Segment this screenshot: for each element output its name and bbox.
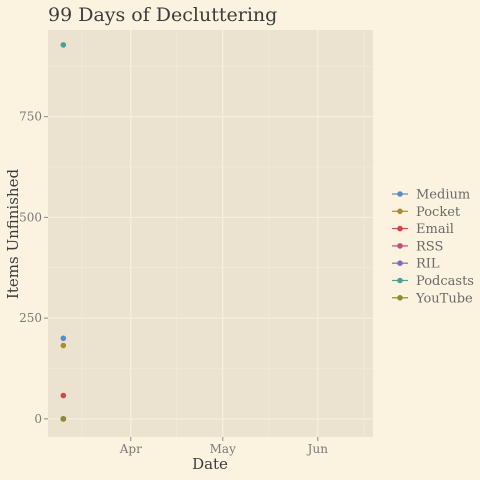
data-point-medium <box>60 335 67 342</box>
legend-item-rss: RSS <box>392 239 443 254</box>
legend-key-point <box>397 208 403 215</box>
y-tick-label: 250 <box>19 311 42 325</box>
x-tick-label: Jun <box>306 442 329 456</box>
legend-label: RSS <box>416 239 443 254</box>
x-tick-label: May <box>210 442 236 456</box>
y-axis-title: Items Unfinished <box>4 169 22 300</box>
grid-minor <box>48 30 373 437</box>
data-point-email <box>60 392 67 399</box>
legend-key-point <box>397 260 403 267</box>
x-axis: Apr May Jun <box>119 437 328 456</box>
y-axis: 0 250 500 750 <box>19 110 48 426</box>
chart-title: 99 Days of Decluttering <box>48 4 277 26</box>
x-tick-label: Apr <box>119 442 142 456</box>
legend-key-point <box>397 243 403 249</box>
legend-label: YouTube <box>415 291 473 306</box>
legend-item-pocket: Pocket <box>392 205 461 220</box>
y-tick-label: 500 <box>19 210 42 224</box>
legend-label: Pocket <box>416 205 461 220</box>
legend-label: RIL <box>416 257 440 272</box>
legend-item-podcasts: Podcasts <box>392 274 474 289</box>
data-point-podcasts <box>60 42 67 48</box>
legend-label: Medium <box>416 188 470 203</box>
y-tick-label: 0 <box>34 412 42 426</box>
legend: Medium Pocket Email RSS RIL Podcasts YouTube <box>392 188 474 306</box>
legend-label: Podcasts <box>416 274 474 289</box>
legend-key-point <box>397 225 403 232</box>
grid-major <box>48 30 373 437</box>
legend-item-youtube: YouTube <box>392 291 473 306</box>
data-points <box>60 42 67 422</box>
legend-item-ril: RIL <box>392 257 440 272</box>
x-axis-title: Date <box>192 455 228 473</box>
legend-key-point <box>397 295 403 301</box>
legend-key-point <box>397 277 403 284</box>
legend-label: Email <box>416 222 454 237</box>
y-tick-label: 750 <box>19 110 42 124</box>
legend-item-medium: Medium <box>392 188 470 203</box>
data-point-pocket <box>60 342 67 349</box>
data-point-youtube <box>60 416 67 422</box>
plot-panel <box>48 30 373 437</box>
legend-key-point <box>397 191 403 197</box>
legend-item-email: Email <box>392 222 454 237</box>
